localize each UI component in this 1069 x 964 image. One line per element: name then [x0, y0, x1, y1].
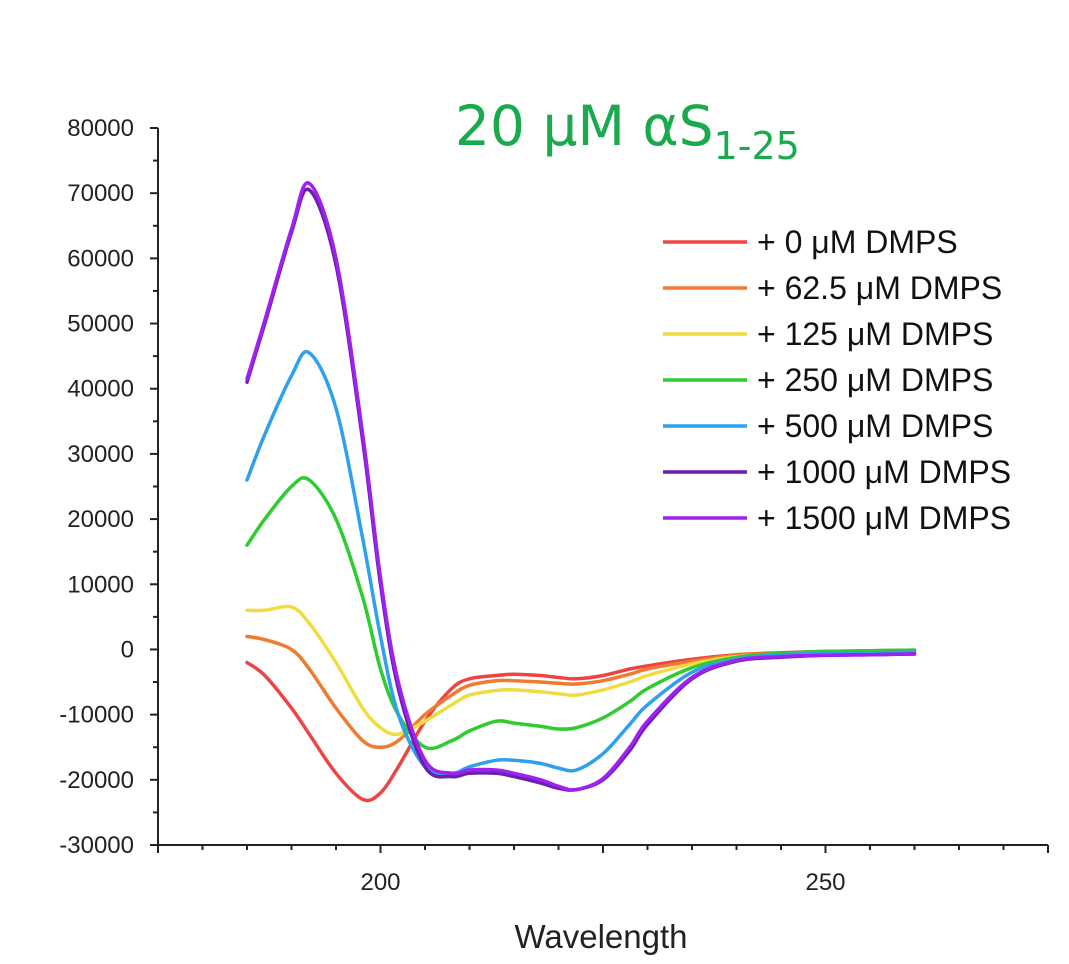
- chart-title: 20 μM αS1-25: [455, 94, 800, 168]
- series-line-2: [245, 604, 917, 737]
- chart-title-subscript: 1-25: [714, 124, 800, 168]
- y-tick-label: 20000: [67, 506, 134, 533]
- legend-label: + 1500 μM DMPS: [757, 500, 1011, 536]
- legend-label: + 62.5 μM DMPS: [757, 270, 1002, 306]
- y-tick-label: 70000: [67, 180, 134, 207]
- chart-title-main: 20 μM αS: [455, 94, 714, 158]
- y-tick-label: 50000: [67, 311, 134, 338]
- legend-label: + 250 μM DMPS: [757, 362, 993, 398]
- y-tick-label: -30000: [59, 832, 134, 859]
- legend-label: + 500 μM DMPS: [757, 408, 993, 444]
- legend-label: + 1000 μM DMPS: [757, 454, 1011, 490]
- legend-label: + 0 μM DMPS: [757, 224, 958, 260]
- series-line-6: [245, 181, 917, 792]
- y-tick-label: 10000: [67, 571, 134, 598]
- plot-area: -30000 -20000 -10000 0 10000 20000 30000 40000 5…: [59, 115, 1049, 896]
- legend-label: + 125 μM DMPS: [757, 316, 993, 352]
- y-tick-label: -20000: [59, 767, 134, 794]
- y-tick-label: 30000: [67, 441, 134, 468]
- legend: + 0 μM DMPS + 62.5 μM DMPS + 125 μM DMPS + …: [663, 224, 1011, 536]
- y-tick-label: 0: [121, 636, 134, 663]
- x-axis-title: Wavelength: [514, 918, 687, 955]
- y-tick-label: 60000: [67, 245, 134, 272]
- x-tick-label: 200: [360, 869, 400, 896]
- x-tick-label: 250: [805, 869, 845, 896]
- y-tick-label: 80000: [67, 115, 134, 142]
- y-tick-label: -10000: [59, 702, 134, 729]
- series-line-3: [245, 476, 917, 751]
- y-tick-label: 40000: [67, 376, 134, 403]
